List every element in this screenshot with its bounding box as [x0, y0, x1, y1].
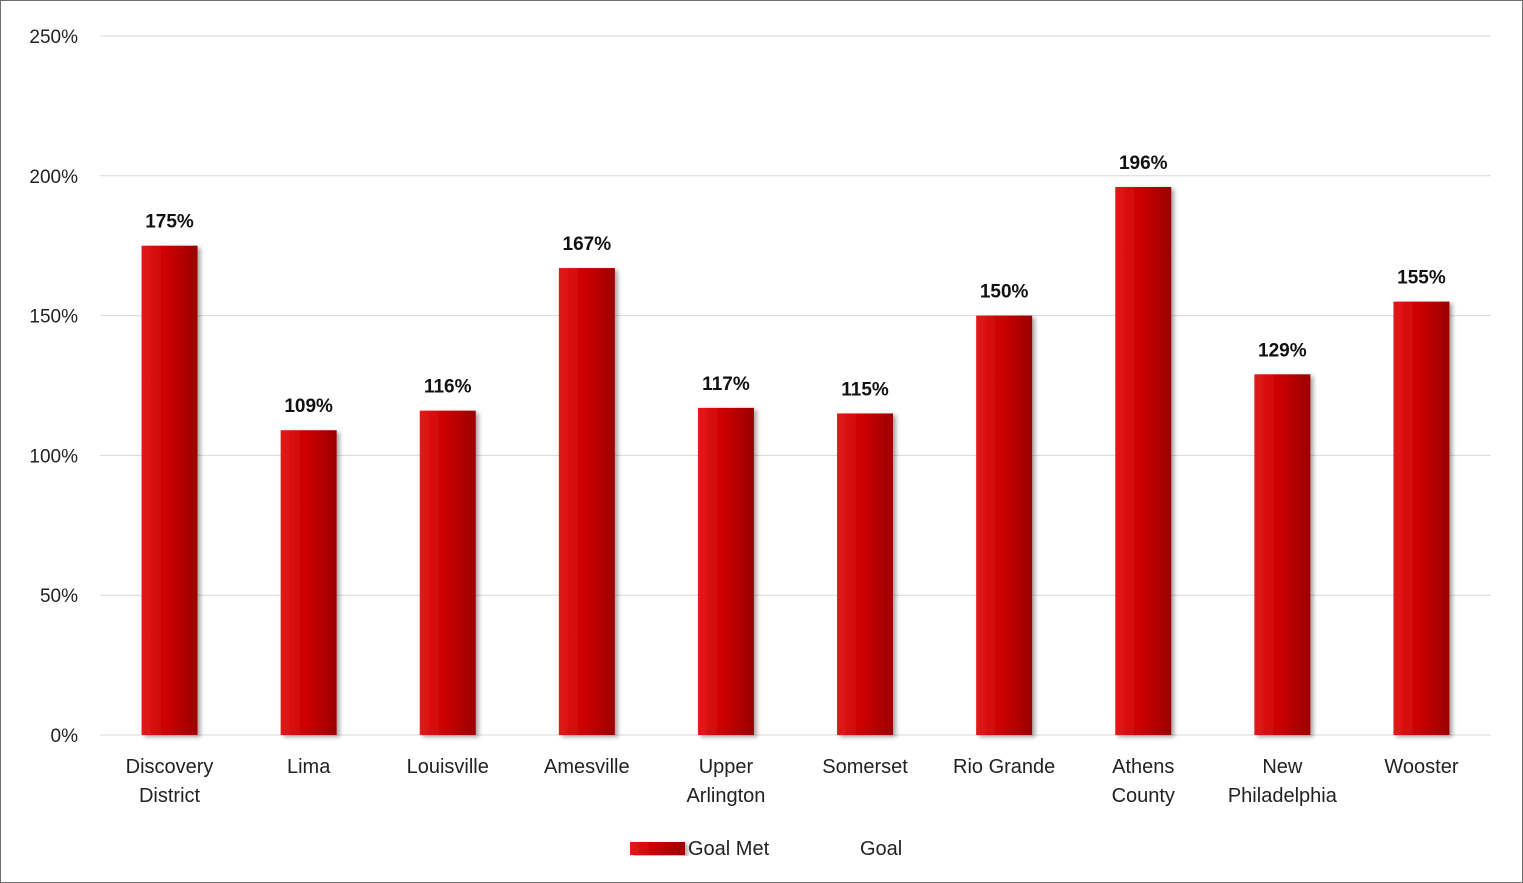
data-label: 116%: [424, 377, 472, 398]
x-category-label: County: [1112, 785, 1175, 807]
y-tick-label: 100%: [29, 446, 78, 467]
x-category-label: New: [1262, 756, 1303, 778]
y-tick-label: 0%: [51, 726, 79, 747]
bar: [697, 407, 754, 735]
x-category-label: Rio Grande: [953, 756, 1055, 778]
y-tick-label: 250%: [29, 27, 78, 48]
x-category-label: Lima: [287, 756, 331, 778]
data-label: 175%: [145, 212, 194, 233]
x-category-label: Discovery: [126, 756, 214, 778]
data-label: 196%: [1119, 153, 1168, 174]
legend-label-goal-met: Goal Met: [688, 838, 770, 860]
x-category-label: Arlington: [686, 785, 765, 807]
bar: [141, 245, 198, 735]
bar: [1254, 374, 1311, 735]
y-tick-label: 50%: [40, 586, 78, 607]
legend-swatch-goal-met: [630, 842, 685, 855]
x-category-label: Somerset: [822, 756, 908, 778]
data-label: 129%: [1258, 340, 1307, 361]
bar: [280, 430, 337, 735]
bar: [1115, 186, 1172, 735]
data-label: 109%: [284, 396, 333, 417]
x-category-label: Wooster: [1384, 756, 1458, 778]
y-axis-ticks: 0% 50% 100% 150% 200% 250%: [29, 27, 78, 747]
x-category-label: Philadelphia: [1228, 785, 1338, 807]
bar: [976, 315, 1033, 735]
data-labels: 175% 109% 116% 167% 117% 115% 150% 196% 129% 155%: [145, 153, 1446, 417]
bar: [837, 413, 894, 735]
x-category-label: Amesville: [544, 756, 630, 778]
bars: [141, 186, 1450, 735]
x-category-label: District: [139, 785, 201, 807]
bar: [1393, 301, 1450, 735]
legend: Goal Met Goal: [630, 838, 902, 860]
data-label: 155%: [1397, 268, 1446, 289]
y-tick-label: 150%: [29, 307, 78, 328]
data-label: 115%: [841, 379, 889, 400]
data-label: 150%: [980, 282, 1029, 303]
x-category-label: Athens: [1112, 756, 1174, 778]
x-axis-categories: Discovery District Lima Louisville Amesville…: [126, 756, 1459, 807]
bar: [419, 410, 476, 735]
x-category-label: Louisville: [407, 756, 489, 778]
x-category-label: Upper: [699, 756, 754, 778]
data-label: 117%: [702, 374, 750, 395]
data-label: 167%: [563, 234, 612, 255]
legend-label-goal: Goal: [860, 838, 902, 860]
bar: [558, 268, 615, 735]
y-tick-label: 200%: [29, 167, 78, 188]
